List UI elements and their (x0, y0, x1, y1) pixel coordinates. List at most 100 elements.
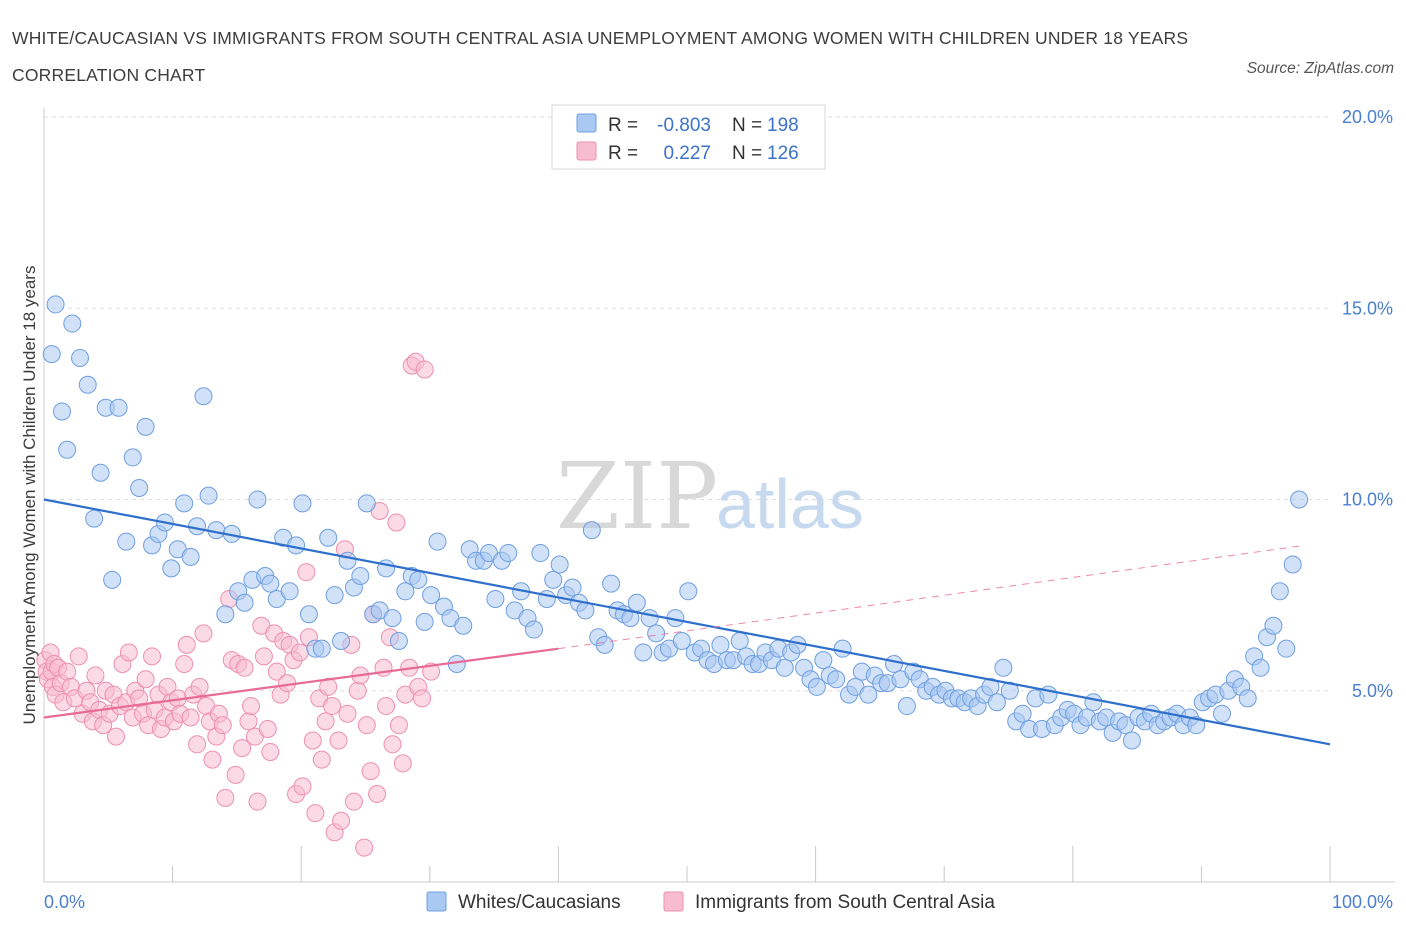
data-point-immigrants (323, 697, 342, 716)
data-point-whites (130, 479, 149, 498)
data-point-immigrants (226, 765, 245, 784)
data-point-immigrants (415, 360, 434, 379)
data-point-whites (216, 605, 235, 624)
data-point-whites (582, 521, 601, 540)
data-point-whites (409, 570, 428, 589)
data-point-immigrants (338, 704, 357, 723)
data-point-whites (1283, 555, 1302, 574)
data-point-immigrants (303, 731, 322, 750)
trend-line-immigrants (43, 647, 559, 719)
data-point-whites (293, 494, 312, 513)
data-point-whites (78, 375, 97, 394)
data-point-whites (987, 693, 1006, 712)
data-point-whites (897, 697, 916, 716)
legend-bottom-immigrants: Immigrants from South Central Asia (695, 892, 995, 913)
data-point-whites (994, 658, 1013, 677)
data-point-whites (42, 345, 61, 364)
data-point-whites (136, 417, 155, 436)
data-point-immigrants (393, 754, 412, 773)
data-point-immigrants (107, 727, 126, 746)
data-point-whites (544, 570, 563, 589)
data-point-immigrants (242, 697, 261, 716)
x-tick-labels: 0.0% 100.0% (44, 892, 1393, 912)
data-point-whites (123, 448, 142, 467)
data-point-whites (319, 528, 338, 547)
data-point-whites (1277, 639, 1296, 658)
y-tick-label: 20.0% (1342, 107, 1393, 127)
y-tick-label: 5.0% (1352, 681, 1393, 701)
data-point-whites (1238, 689, 1257, 708)
data-point-immigrants (69, 647, 88, 666)
data-point-immigrants (86, 666, 105, 685)
data-point-whites (1290, 490, 1309, 509)
data-point-immigrants (413, 689, 432, 708)
data-point-whites (602, 574, 621, 593)
data-point-whites (103, 570, 122, 589)
legend-n-value-2: 126 (767, 143, 799, 164)
data-point-whites (188, 517, 207, 536)
data-point-whites (1212, 704, 1231, 723)
data-point-whites (338, 551, 357, 570)
data-point-whites (261, 574, 280, 593)
legend-r-value-1: -0.803 (657, 115, 711, 136)
data-point-whites (827, 670, 846, 689)
data-point-immigrants (329, 731, 348, 750)
data-point-immigrants (316, 712, 335, 731)
data-point-whites (640, 609, 659, 628)
data-point-whites (1251, 658, 1270, 677)
legend-n-label-1: N = (732, 115, 762, 136)
legend-bottom-whites: Whites/Caucasians (458, 892, 621, 913)
data-point-immigrants (143, 647, 162, 666)
source-label: Source: ZipAtlas.com (1246, 60, 1394, 77)
data-point-whites (499, 544, 518, 563)
data-point-whites (46, 295, 65, 314)
data-point-whites (1013, 704, 1032, 723)
data-point-immigrants (136, 670, 155, 689)
data-point-whites (175, 494, 194, 513)
data-point-immigrants (119, 643, 138, 662)
data-point-whites (248, 490, 267, 509)
data-point-whites (859, 685, 878, 704)
data-point-immigrants (239, 712, 258, 731)
data-point-whites (415, 612, 434, 631)
data-point-whites (117, 532, 136, 551)
data-point-immigrants (312, 750, 331, 769)
data-point-whites (814, 651, 833, 670)
legend-swatch-pink (576, 141, 597, 161)
data-point-whites (621, 609, 640, 628)
trend-line-whites (43, 498, 1331, 746)
series-immigrants-points (36, 352, 441, 857)
data-point-whites (235, 593, 254, 612)
data-point-immigrants (383, 735, 402, 754)
data-point-whites (91, 463, 110, 482)
data-point-immigrants (377, 697, 396, 716)
data-point-whites (679, 582, 698, 601)
data-point-whites (325, 586, 344, 605)
y-tick-label: 15.0% (1342, 298, 1393, 318)
watermark-zip: ZIP (556, 443, 718, 550)
data-point-whites (280, 582, 299, 601)
data-point-immigrants (175, 654, 194, 673)
data-point-whites (775, 658, 794, 677)
data-point-immigrants (387, 513, 406, 532)
legend-bottom-swatch-whites (426, 891, 447, 912)
data-point-immigrants (203, 750, 222, 769)
data-point-whites (711, 635, 730, 654)
data-point-whites (332, 632, 351, 651)
axes (43, 108, 1395, 883)
data-point-whites (422, 586, 441, 605)
data-point-whites (389, 632, 408, 651)
data-point-whites (199, 486, 218, 505)
data-point-immigrants (389, 716, 408, 735)
data-point-whites (194, 387, 213, 406)
data-point-immigrants (293, 777, 312, 796)
data-point-whites (299, 605, 318, 624)
data-point-immigrants (58, 662, 77, 681)
watermark-atlas: atlas (716, 465, 864, 543)
data-point-whites (550, 555, 569, 574)
data-point-whites (981, 677, 1000, 696)
data-point-whites (383, 609, 402, 628)
legend-r-value-2: 0.227 (663, 143, 711, 164)
legend-swatch-blue (576, 113, 597, 133)
data-point-immigrants (213, 716, 232, 735)
